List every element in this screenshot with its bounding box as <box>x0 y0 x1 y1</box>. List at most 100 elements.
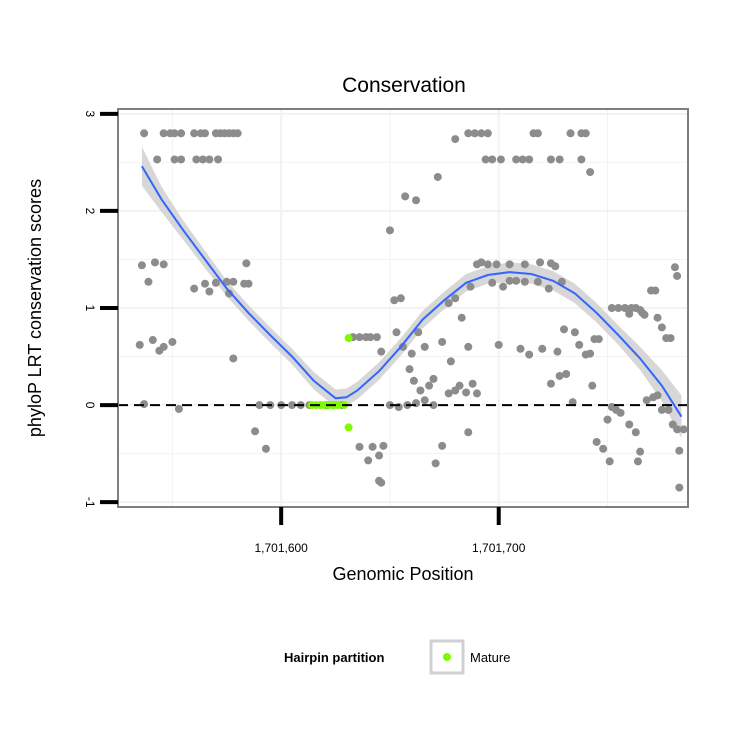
grid-lines <box>118 109 688 507</box>
chart-title: Conservation <box>342 74 466 97</box>
data-point <box>544 284 553 293</box>
data-point <box>159 129 168 138</box>
data-point <box>174 404 183 413</box>
data-point <box>364 456 373 465</box>
smooth-line-layer <box>141 165 683 418</box>
data-point <box>477 129 486 138</box>
y-axis-title: phyloP LRT conservation scores <box>25 179 45 437</box>
data-point <box>224 289 233 298</box>
data-point <box>261 444 270 453</box>
x-tick-label: 1,701,600 <box>254 541 308 555</box>
data-point <box>201 129 210 138</box>
data-point <box>385 226 394 235</box>
data-point <box>150 258 159 267</box>
data-point <box>468 379 477 388</box>
data-point <box>444 389 453 398</box>
legend-key-box <box>429 639 465 675</box>
data-point <box>399 342 407 351</box>
data-point <box>675 446 684 455</box>
data-point <box>412 196 421 205</box>
data-point <box>140 129 149 138</box>
data-point <box>148 336 157 345</box>
data-point <box>605 457 614 466</box>
data-point <box>512 155 521 164</box>
data-point <box>536 258 545 267</box>
data-point <box>222 277 231 286</box>
data-point <box>416 386 425 395</box>
data-point <box>244 279 253 288</box>
data-point <box>211 278 220 287</box>
data-point <box>616 408 625 417</box>
x-axis: 1,701,600 1,701,700 <box>254 507 526 555</box>
data-point <box>551 262 560 271</box>
data-point <box>198 155 207 164</box>
data-point <box>586 349 595 358</box>
data-point <box>214 155 223 164</box>
data-point <box>666 334 675 343</box>
y-axis: -1 0 1 2 3 <box>83 111 118 508</box>
data-point <box>140 400 149 409</box>
data-point <box>555 155 564 164</box>
data-point <box>533 277 542 286</box>
data-point <box>429 374 438 383</box>
data-point <box>201 279 210 288</box>
data-point <box>640 310 649 319</box>
data-point <box>603 415 612 424</box>
data-point <box>433 172 442 181</box>
y-tick-label: 3 <box>83 111 97 118</box>
data-point <box>483 260 492 269</box>
data-point <box>520 260 529 269</box>
data-point <box>555 371 564 380</box>
data-point <box>205 287 214 296</box>
data-point <box>177 155 186 164</box>
data-point <box>438 441 447 450</box>
data-point <box>607 304 616 312</box>
data-point <box>581 129 590 138</box>
data-point <box>673 425 682 434</box>
data-point <box>420 342 429 351</box>
data-point <box>586 168 595 177</box>
data-point <box>375 451 384 460</box>
data-point <box>642 396 651 405</box>
data-point <box>488 155 497 164</box>
data-point <box>190 129 199 138</box>
data-point <box>620 304 629 312</box>
data-point <box>446 357 455 366</box>
data-point <box>631 428 640 437</box>
data-point <box>366 333 375 342</box>
data-point <box>653 313 662 322</box>
data-point <box>396 294 405 303</box>
mature-point <box>344 423 353 432</box>
legend-label-mature: Mature <box>470 650 510 665</box>
data-point <box>488 278 497 287</box>
data-point <box>525 350 534 359</box>
data-point <box>377 478 386 487</box>
data-point <box>570 328 579 337</box>
data-point <box>653 391 662 400</box>
confidence-ribbon-layer <box>141 146 682 439</box>
legend-title: Hairpin partition <box>284 650 384 665</box>
x-axis-title: Genomic Position <box>332 564 473 584</box>
data-point <box>483 129 492 138</box>
data-point <box>153 155 162 164</box>
y-tick-label: -1 <box>83 497 97 508</box>
data-point <box>559 325 568 334</box>
data-point <box>392 328 401 337</box>
data-point <box>170 155 179 164</box>
data-point <box>401 192 410 201</box>
y-tick-label: 0 <box>83 402 97 409</box>
y-tick-label: 1 <box>83 305 97 312</box>
y-tick-label: 2 <box>83 208 97 215</box>
data-point <box>538 344 547 353</box>
data-point <box>625 420 634 429</box>
data-point <box>425 381 434 390</box>
confidence-ribbon <box>141 146 682 439</box>
data-point <box>355 333 364 342</box>
data-point <box>377 347 386 356</box>
data-point <box>177 129 186 138</box>
data-point <box>588 381 597 390</box>
data-point <box>518 155 527 164</box>
data-point <box>657 323 666 332</box>
data-point <box>520 277 529 286</box>
